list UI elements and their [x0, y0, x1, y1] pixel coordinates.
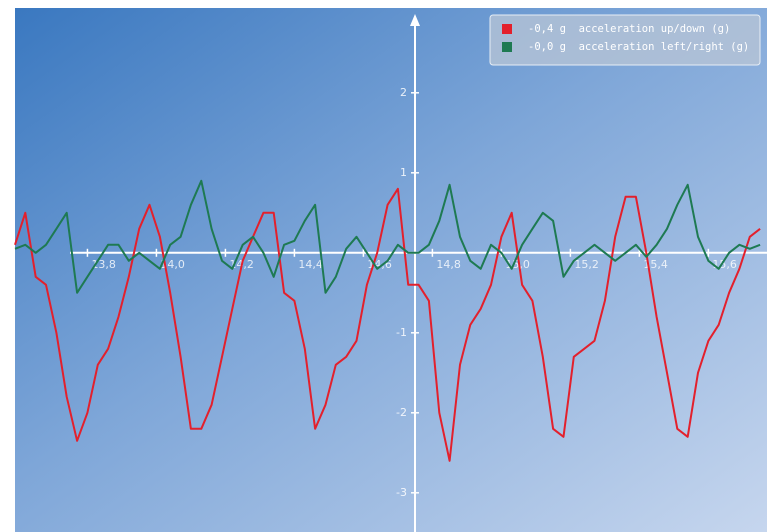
y-tick-label: 1: [400, 166, 407, 179]
series-line: [14, 179, 761, 294]
legend-label: -0,4 g acceleration up/down (g): [528, 23, 730, 35]
legend-swatch: [502, 42, 512, 52]
legend-box: [489, 14, 761, 66]
x-tick-label: 14,8: [436, 258, 461, 271]
y-tick-label: 2: [400, 86, 407, 99]
y-tick-label: -2: [396, 406, 407, 419]
x-tick-label: 15,2: [574, 258, 599, 271]
series-line: [14, 187, 761, 462]
x-tick-label: 14,4: [298, 258, 323, 271]
legend-label: -0,0 g acceleration left/right (g): [528, 41, 749, 53]
legend-swatch: [502, 24, 512, 34]
plot-background: [15, 8, 767, 532]
y-tick-label: -3: [396, 486, 407, 499]
y-tick-label: -1: [396, 326, 407, 339]
y-axis-arrow: [410, 14, 420, 26]
